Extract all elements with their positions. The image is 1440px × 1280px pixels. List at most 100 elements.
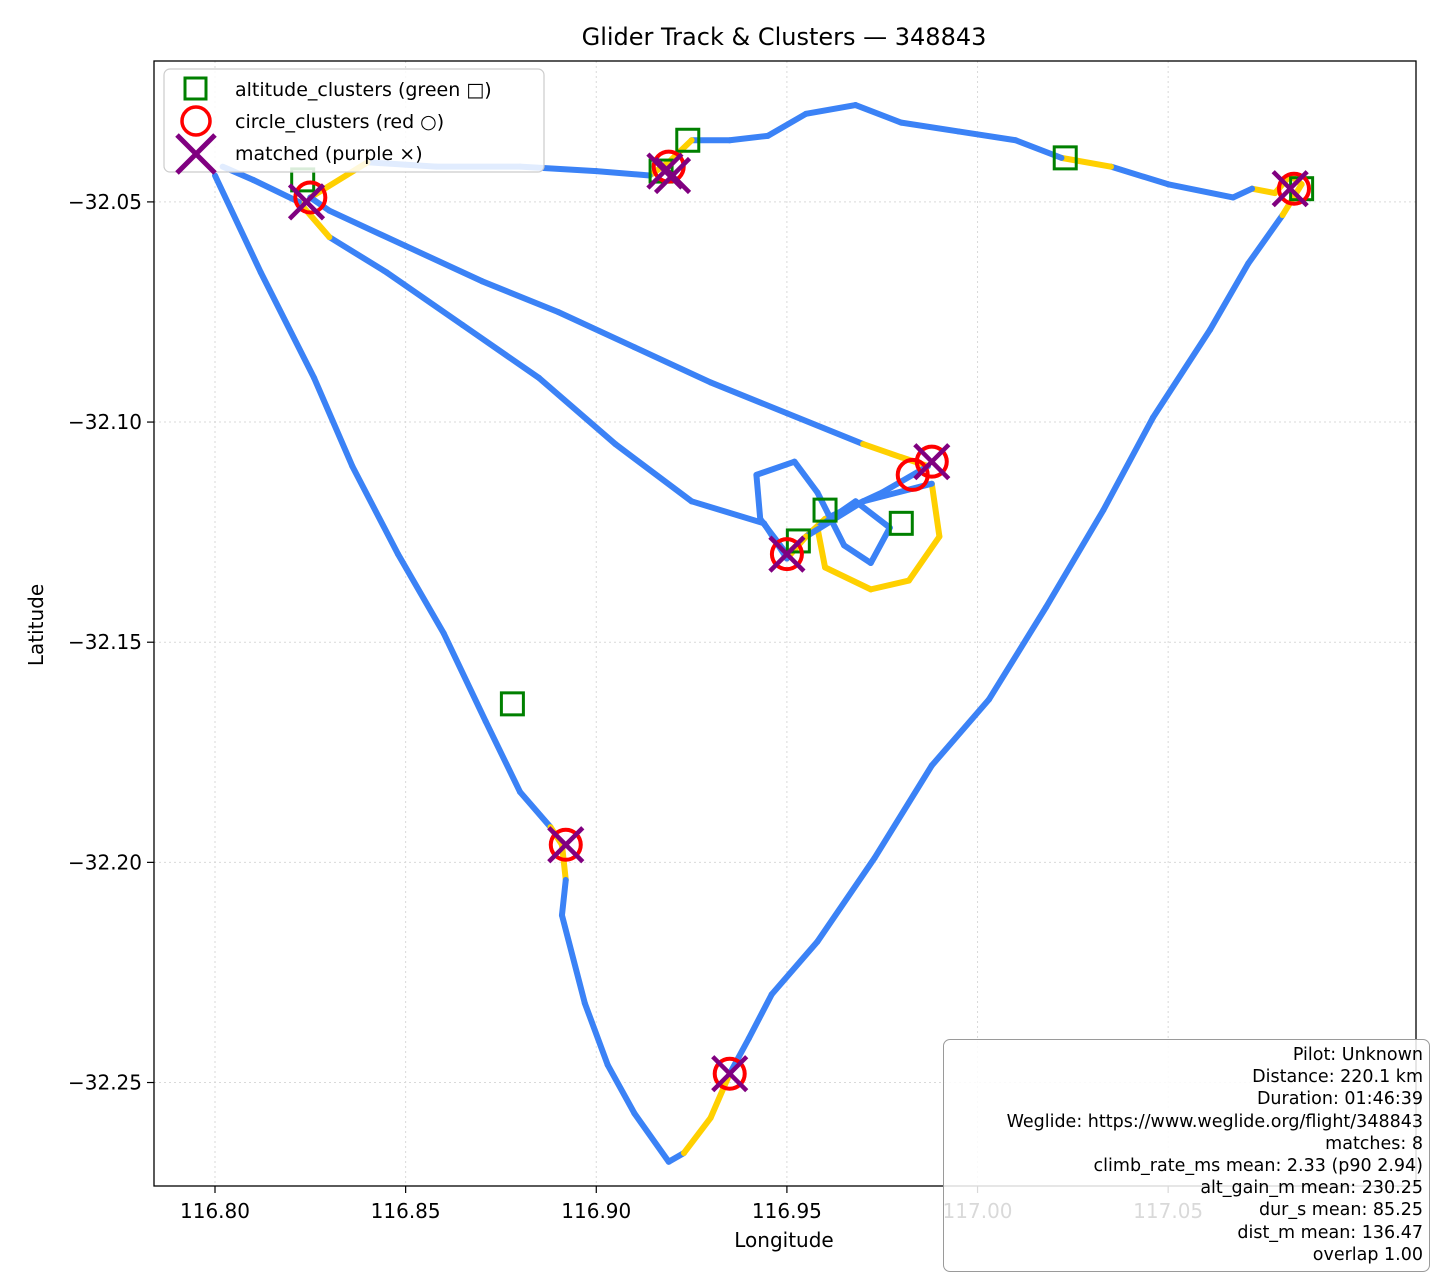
matched-marker-stroke xyxy=(913,443,951,481)
stat-climb-rate: climb_rate_ms mean: 2.33 (p90 2.94) xyxy=(1093,1156,1423,1177)
y-tick-label: −32.05 xyxy=(68,190,142,214)
flight-track xyxy=(212,102,1305,1165)
track-segment xyxy=(841,542,874,566)
legend-circle-marker xyxy=(180,105,212,137)
matched-marker xyxy=(287,183,326,221)
matched-marker xyxy=(768,535,806,573)
track-segment xyxy=(860,441,905,461)
track-segment xyxy=(459,322,543,382)
track-segment xyxy=(898,119,962,135)
legend-label-matched: matched (purple ×) xyxy=(235,143,423,165)
track-segment xyxy=(1107,163,1172,188)
track-segment xyxy=(985,603,1050,703)
track-segment xyxy=(867,524,893,566)
stat-weglide-link: Weglide: https://www.weglide.org/flight/… xyxy=(1006,1111,1423,1132)
matched-marker-stroke xyxy=(653,156,692,195)
stat-alt-gain: alt_gain_m mean: 230.25 xyxy=(1200,1178,1423,1199)
x-tick-label: 116.90 xyxy=(561,1199,631,1223)
matched-marker xyxy=(653,156,692,195)
track-segment xyxy=(1249,185,1278,197)
track-segment xyxy=(395,551,447,637)
stat-overlap: overlap 1.00 xyxy=(1312,1244,1423,1265)
circle-cluster-marker xyxy=(548,827,583,862)
circle-cluster-marker xyxy=(1276,171,1311,206)
track-segment xyxy=(814,524,829,571)
track-segment xyxy=(764,110,809,139)
matched-marker xyxy=(646,152,684,190)
track-segment xyxy=(707,379,790,417)
track-segment xyxy=(383,269,466,329)
circle-cluster-marker xyxy=(914,444,949,479)
track-segment xyxy=(1043,507,1107,610)
y-tick-label: −32.20 xyxy=(68,850,142,874)
y-tick-label: −32.15 xyxy=(68,630,142,654)
x-tick-label: 116.80 xyxy=(180,1199,250,1223)
legend: altitude_clusters (green □) circle_clust… xyxy=(163,68,545,175)
cluster-markers xyxy=(287,127,1315,1093)
track-segment xyxy=(783,410,867,448)
chart-title: Glider Track & Clusters — 348843 xyxy=(582,23,987,51)
track-segment xyxy=(257,269,318,382)
altitude-cluster-marker xyxy=(648,158,674,184)
track-segment xyxy=(295,198,333,241)
track-segment xyxy=(753,471,764,522)
track-segment xyxy=(349,463,402,558)
matched-marker-stroke xyxy=(547,826,585,864)
track-segment xyxy=(631,1110,672,1165)
track-segment xyxy=(1207,260,1252,333)
track-segment xyxy=(558,876,569,919)
legend-x-marker xyxy=(175,133,217,175)
legend-square-marker xyxy=(183,76,208,101)
track-segment xyxy=(1058,154,1114,170)
track-segment xyxy=(402,242,485,285)
altitude-cluster-marker xyxy=(675,127,701,153)
track-segment xyxy=(536,375,619,448)
track-segment xyxy=(867,577,912,593)
track-segment xyxy=(688,498,768,527)
track-segment xyxy=(852,102,905,126)
stat-pilot: Pilot: Unknown xyxy=(1292,1045,1423,1065)
matched-marker-stroke xyxy=(287,183,326,221)
y-tick-label: −32.25 xyxy=(68,1071,142,1095)
legend-label-altitude: altitude_clusters (green □) xyxy=(235,79,492,101)
altitude-cluster-marker xyxy=(888,510,914,536)
plot-area xyxy=(154,61,1416,1186)
track-segment xyxy=(822,564,874,593)
track-segment xyxy=(707,1070,733,1121)
track-segment xyxy=(745,991,775,1042)
track-segment xyxy=(517,788,554,831)
track-segment xyxy=(955,128,1019,144)
track-segment xyxy=(250,176,302,205)
legend-frame xyxy=(163,68,545,173)
x-tick-label: 116.85 xyxy=(371,1199,441,1223)
track-segment xyxy=(871,762,935,861)
matched-marker xyxy=(547,826,585,864)
altitude-cluster-marker xyxy=(499,691,525,717)
track-segment xyxy=(311,375,356,470)
track-segment xyxy=(1165,181,1236,201)
track-segment xyxy=(555,308,638,351)
track-segment xyxy=(646,159,672,179)
track-segment xyxy=(1149,326,1214,421)
matched-marker-stroke xyxy=(646,152,684,190)
matched-marker-stroke xyxy=(711,1055,749,1093)
track-segment xyxy=(928,480,943,540)
plot-frame xyxy=(153,60,1417,1187)
x-tick-label: 116.95 xyxy=(752,1199,822,1223)
track-segment xyxy=(212,172,264,276)
matched-marker xyxy=(1271,170,1309,208)
matched-marker-stroke xyxy=(1271,170,1309,208)
track-segment xyxy=(326,234,390,276)
altitude-cluster-marker xyxy=(812,497,838,523)
matched-marker xyxy=(913,443,951,481)
track-segment xyxy=(478,278,562,315)
track-segment xyxy=(631,344,714,386)
y-axis-ticks: −32.05 −32.10 −32.15 −32.20 −32.25 xyxy=(68,190,154,1095)
stat-distance: Distance: 220.1 km xyxy=(1252,1067,1423,1088)
track-segment xyxy=(326,207,409,249)
track-segment xyxy=(905,533,943,584)
matched-marker-stroke xyxy=(768,535,806,573)
track-segment xyxy=(814,854,878,945)
circle-cluster-marker xyxy=(712,1056,747,1091)
